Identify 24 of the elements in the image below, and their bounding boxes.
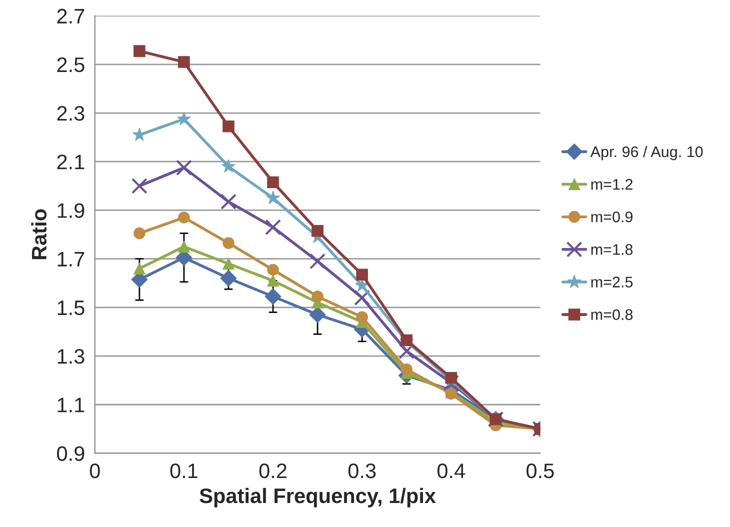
y-tick-label: 2.3 (57, 106, 84, 121)
y-tick-label: 1.9 (58, 203, 84, 218)
y-tick-label: 2.5 (57, 57, 84, 72)
x-tick-label: 0.1 (170, 463, 198, 478)
legend-label: m=1.8 (591, 244, 633, 255)
x-tick-label: 0.5 (526, 463, 554, 478)
y-tick-label: 2.7 (57, 8, 84, 24)
x-tick-label: 0.4 (437, 463, 466, 478)
x-tick-label: 0.2 (259, 463, 286, 478)
y-tick-label: 1.5 (58, 300, 84, 316)
x-tick-label: 0.3 (348, 463, 376, 478)
y-axis-title: Ratio (31, 209, 47, 260)
legend-label: m=0.9 (591, 212, 633, 222)
y-tick-label: 1.7 (58, 252, 84, 266)
x-axis-title: Spatial Frequency, 1/pix (200, 488, 436, 508)
x-tick-label: 0 (90, 463, 100, 478)
legend-label: m=2.5 (591, 276, 633, 288)
legend-label: Apr. 96 / Aug. 10 (590, 146, 703, 160)
y-tick-label: 0.9 (57, 446, 84, 461)
y-tick-label: 1.1 (58, 398, 84, 412)
y-tick-label: 1.3 (58, 349, 84, 364)
legend-label: m=0.8 (591, 309, 633, 320)
y-tick-label: 2.1 (57, 154, 84, 170)
legend-label: m=1.2 (591, 178, 632, 190)
